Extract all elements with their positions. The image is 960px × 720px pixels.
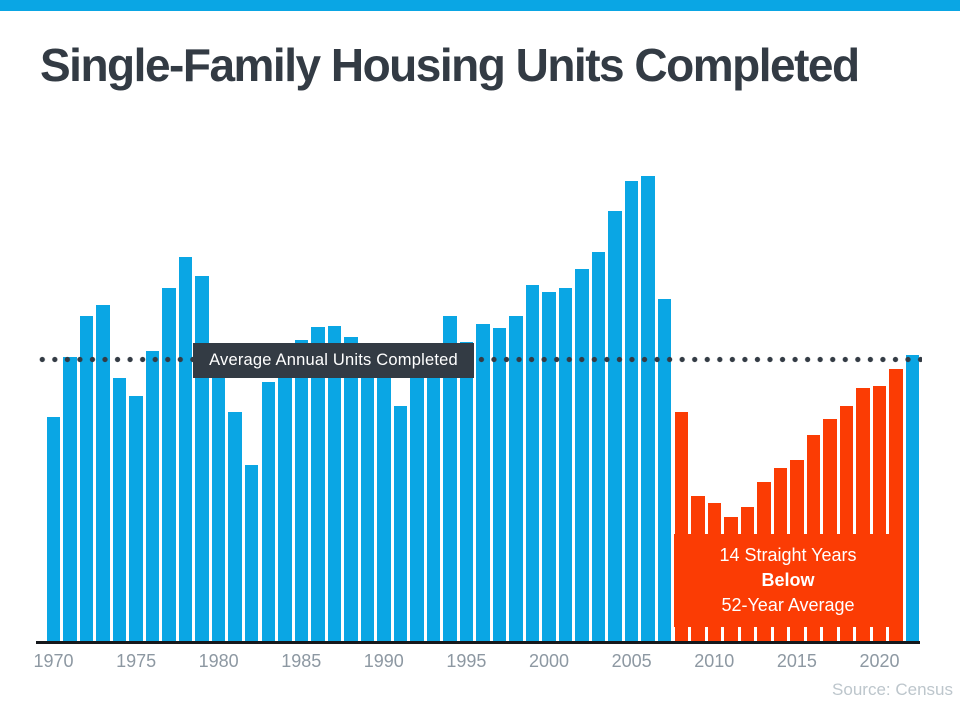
bar-2005 xyxy=(624,181,639,643)
below-average-annotation: 14 Straight Years Below 52-Year Average xyxy=(674,534,902,627)
bar-1995 xyxy=(459,342,474,643)
x-tick-2010: 2010 xyxy=(694,651,735,671)
bar-1970 xyxy=(46,416,61,643)
bar-1986 xyxy=(311,326,325,643)
bar-1985 xyxy=(294,340,308,643)
bar-1996 xyxy=(476,324,490,643)
bar-1992 xyxy=(410,370,424,643)
bar-1978 xyxy=(178,256,193,643)
bar-1972 xyxy=(79,315,94,643)
x-axis-tick-labels: 1970 1975 1980 1985 1990 1995 2000 2005 2010 2015… xyxy=(0,651,960,671)
bar-1997 xyxy=(492,328,507,643)
bar-1971 xyxy=(63,356,77,643)
bar-2003 xyxy=(591,251,606,643)
x-tick-2015: 2015 xyxy=(776,651,817,671)
bar-1984 xyxy=(278,353,292,643)
bar-1979 xyxy=(195,275,209,643)
bar-2000 xyxy=(542,292,556,643)
bar-1994 xyxy=(443,315,457,643)
bar-1980 xyxy=(211,372,226,643)
bar-1999 xyxy=(525,284,540,643)
top-accent-bar xyxy=(0,0,960,11)
bar-1998 xyxy=(509,315,523,643)
x-tick-1995: 1995 xyxy=(446,651,487,671)
bar-1975 xyxy=(129,396,143,643)
bar-1987 xyxy=(327,326,341,643)
annotation-line-3: 52-Year Average xyxy=(721,595,855,615)
annotation-line-2: Below xyxy=(761,570,815,590)
bar-1993 xyxy=(426,349,441,643)
average-dotted-line xyxy=(36,356,922,363)
x-tick-1985: 1985 xyxy=(281,651,322,671)
bar-1973 xyxy=(96,305,110,643)
x-tick-2000: 2000 xyxy=(528,651,570,671)
x-tick-1990: 1990 xyxy=(363,651,404,671)
average-line-label: Average Annual Units Completed xyxy=(193,343,474,378)
x-tick-1970: 1970 xyxy=(33,651,74,671)
x-tick-1980: 1980 xyxy=(198,651,239,671)
bar-1988 xyxy=(344,336,358,643)
bar-2001 xyxy=(558,288,573,643)
bar-2006 xyxy=(641,176,655,643)
bar-2022 xyxy=(905,355,920,643)
bar-1976 xyxy=(145,351,160,643)
bar-1977 xyxy=(162,287,176,643)
average-line-label-text: Average Annual Units Completed xyxy=(209,351,458,369)
page-title: Single-Family Housing Units Completed xyxy=(40,39,860,91)
bar-1983 xyxy=(261,382,275,643)
bar-1982 xyxy=(244,464,259,643)
bar-1989 xyxy=(360,353,375,643)
bar-1974 xyxy=(112,377,127,643)
bar-1981 xyxy=(228,412,242,643)
x-tick-2005: 2005 xyxy=(611,651,652,671)
source-caption: Source: Census xyxy=(832,680,953,699)
x-axis-line xyxy=(36,641,920,644)
bar-2002 xyxy=(575,269,589,643)
bar-1991 xyxy=(393,406,408,643)
bar-2004 xyxy=(608,210,622,643)
annotation-line-1: 14 Straight Years xyxy=(719,545,857,565)
x-tick-1975: 1975 xyxy=(116,651,157,671)
bar-2007 xyxy=(657,299,672,643)
bar-1990 xyxy=(377,370,391,643)
x-tick-2020: 2020 xyxy=(859,651,900,671)
